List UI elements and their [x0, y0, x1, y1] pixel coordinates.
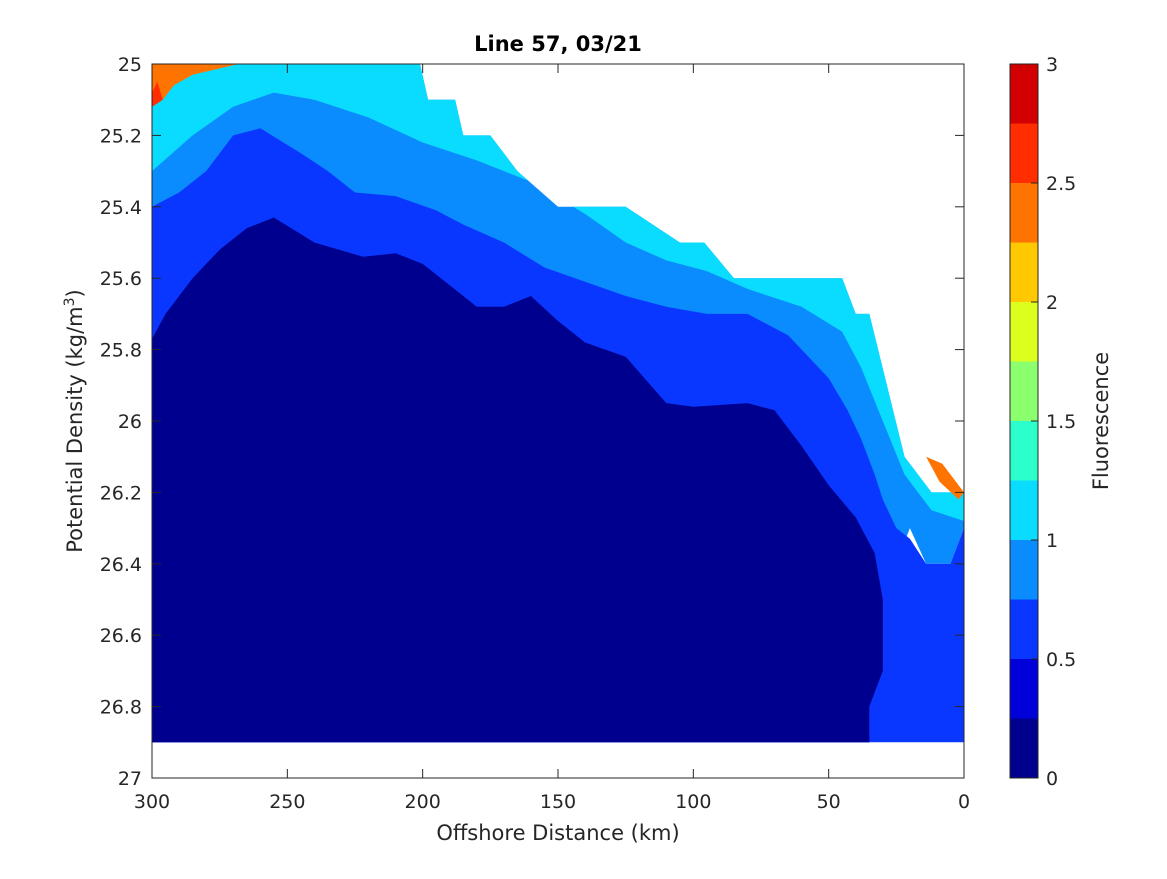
y-tick-label: 27: [118, 768, 142, 790]
colorbar-axis: 0 0.5 1 1.5 2 2.5 3: [1031, 54, 1076, 790]
y-tick-label: 25.2: [100, 125, 142, 147]
y-tick-label: 25.4: [100, 197, 142, 219]
y-tick-label: 25.6: [100, 268, 142, 290]
x-tick-label: 200: [405, 791, 441, 813]
colorbar-frame: [1009, 63, 1039, 779]
y-axis-label-close: ): [63, 289, 87, 297]
colorbar-tick-label: 0: [1046, 768, 1058, 790]
colorbar-segment: [1010, 183, 1038, 243]
x-tick-label: 50: [817, 791, 841, 813]
colorbar-segment: [1010, 361, 1038, 421]
y-axis-label-superscript: 3: [62, 297, 78, 306]
y-axis: 25 25.2 25.4 25.6 25.8 26 26.2 26.4 26.6 26.8 27: [100, 54, 964, 790]
contour-band-deep: [152, 217, 883, 743]
colorbar-tick-label: 2.5: [1046, 173, 1076, 195]
y-axis-label: Potential Density (kg/m3): [62, 289, 87, 553]
y-tick-label: 26.6: [100, 625, 142, 647]
colorbar-segment: [1010, 540, 1038, 600]
colorbar: [1010, 64, 1038, 778]
colorbar-tick-label: 2: [1046, 292, 1058, 314]
colorbar-tick-label: 3: [1046, 54, 1058, 76]
colorbar-segment: [1010, 718, 1038, 778]
colorbar-segment: [1010, 421, 1038, 481]
chart-title: Line 57, 03/21: [474, 32, 642, 56]
x-axis-label: Offshore Distance (km): [436, 821, 679, 845]
colorbar-segment: [1010, 659, 1038, 719]
colorbar-segment: [1010, 64, 1038, 124]
x-tick-label: 150: [540, 791, 576, 813]
colorbar-tick-label: 1: [1046, 530, 1058, 552]
warm-patch-2: [926, 456, 964, 500]
warm-patch-0: [152, 64, 239, 107]
colorbar-segment: [1010, 599, 1038, 659]
y-tick-label: 25.8: [100, 340, 142, 362]
y-tick-label: 26.4: [100, 554, 142, 576]
colorbar-tick-label: 1.5: [1046, 411, 1076, 433]
x-tick-label: 250: [269, 791, 305, 813]
y-tick-label: 26: [118, 411, 142, 433]
y-tick-label: 26.8: [100, 697, 142, 719]
x-tick-label: 100: [675, 791, 711, 813]
y-tick-label: 25: [118, 54, 142, 76]
colorbar-segment: [1010, 123, 1038, 183]
y-tick-label: 26.2: [100, 482, 142, 504]
x-tick-label: 300: [134, 791, 170, 813]
x-tick-label: 0: [958, 791, 970, 813]
x-axis: 300 250 200 150 100 50 0: [134, 64, 970, 813]
colorbar-label: Fluorescence: [1089, 352, 1113, 490]
warm-patch-1: [152, 81, 163, 107]
colorbar-segment: [1010, 480, 1038, 540]
plot-area: [152, 64, 964, 743]
colorbar-tick-label: 0.5: [1046, 649, 1076, 671]
colorbar-segment: [1010, 302, 1038, 362]
colorbar-segment: [1010, 242, 1038, 302]
y-axis-label-text: Potential Density (kg/m: [63, 306, 87, 552]
